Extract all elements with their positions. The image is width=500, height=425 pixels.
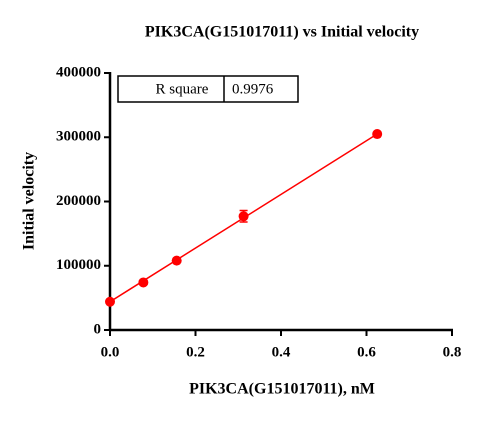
x-tick-label: 0.4 [272,344,291,360]
table-label: R square [156,81,209,97]
y-axis-label: Initial velocity [21,152,38,250]
x-tick-label: 0.2 [186,344,205,360]
fit-line [109,133,378,303]
chart-title: PIK3CA(G151017011) vs Initial velocity [145,24,419,41]
x-axis-label: PIK3CA(G151017011), nM [189,381,375,398]
y-tick-label: 200000 [56,193,101,209]
x-tick-label: 0.6 [357,344,376,360]
x-tick-label: 0.8 [443,344,462,360]
stats-table [117,75,299,103]
y-tick-label: 0 [94,321,102,337]
y-tick-label: 100000 [56,257,101,273]
y-tick-label: 400000 [56,64,101,80]
table-value: 0.9976 [232,81,274,97]
x-tick-label: 0.0 [101,344,120,360]
y-tick-label: 300000 [56,129,101,145]
